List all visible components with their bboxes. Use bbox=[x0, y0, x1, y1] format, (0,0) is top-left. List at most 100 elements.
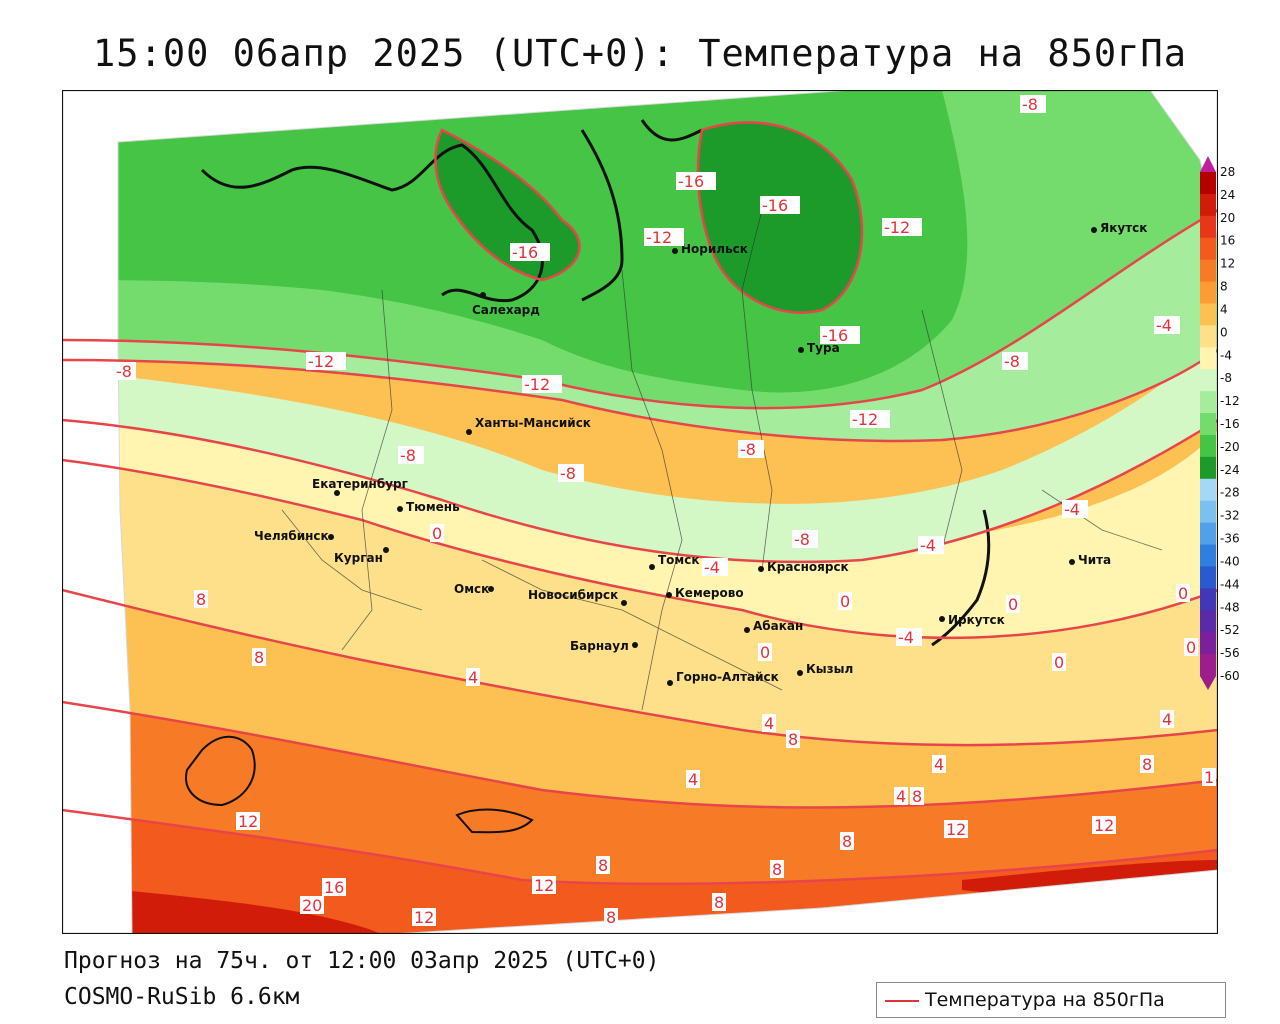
city-yekaterinburg: Екатеринбург bbox=[312, 477, 408, 496]
colorbar-tick-label: -8 bbox=[1220, 371, 1232, 385]
colorbar-tick-label: 20 bbox=[1220, 211, 1235, 225]
colorbar-tick-label: -60 bbox=[1220, 669, 1240, 683]
svg-text:0: 0 bbox=[760, 643, 770, 662]
colorbar-cell bbox=[1200, 172, 1216, 195]
colorbar-cell bbox=[1200, 259, 1216, 283]
svg-text:8: 8 bbox=[912, 787, 922, 806]
legend-label: Температура на 850гПа bbox=[925, 989, 1165, 1011]
colorbar-cell bbox=[1200, 193, 1216, 217]
colorbar-tick-label: -28 bbox=[1220, 486, 1240, 500]
colorbar-tick-label: -4 bbox=[1220, 348, 1232, 362]
svg-text:-8: -8 bbox=[794, 530, 810, 549]
svg-text:Тюмень: Тюмень bbox=[406, 500, 460, 514]
svg-text:-16: -16 bbox=[678, 172, 704, 191]
colorbar-cell bbox=[1200, 654, 1216, 677]
svg-text:-4: -4 bbox=[1064, 500, 1080, 519]
city-tomsk: Томск bbox=[649, 553, 700, 570]
city-salekhard: Салехард bbox=[472, 292, 540, 317]
lake-baikal bbox=[931, 509, 991, 647]
colorbar-tick-label: -52 bbox=[1220, 623, 1240, 637]
svg-text:-8: -8 bbox=[740, 440, 756, 459]
colorbar-top-arrow bbox=[1200, 156, 1216, 172]
colorbar-cell bbox=[1200, 369, 1216, 392]
svg-text:1: 1 bbox=[1204, 768, 1214, 787]
svg-text:0: 0 bbox=[1008, 595, 1018, 614]
colorbar-tick-label: -44 bbox=[1220, 577, 1240, 591]
city-omsk: Омск bbox=[454, 582, 494, 596]
city-chelyabinsk: Челябинск bbox=[254, 529, 334, 543]
svg-text:16: 16 bbox=[324, 878, 344, 897]
svg-text:0: 0 bbox=[1178, 584, 1188, 603]
model-name: COSMO-RuSib 6.6км bbox=[64, 984, 300, 1010]
svg-text:0: 0 bbox=[1054, 653, 1064, 672]
city-labels: Салехард Норильск Якутск Тура Ханты-Манс… bbox=[254, 221, 1147, 686]
colorbar-tick-label: 12 bbox=[1220, 257, 1235, 271]
temperature-bands bbox=[118, 90, 1218, 934]
svg-text:4: 4 bbox=[688, 770, 698, 789]
svg-text:Горно-Алтайск: Горно-Алтайск bbox=[676, 670, 779, 684]
city-tura: Тура bbox=[798, 341, 840, 355]
city-kyzyl: Кызыл bbox=[797, 662, 853, 676]
city-irkutsk: Иркутск bbox=[939, 613, 1005, 627]
svg-text:8: 8 bbox=[254, 648, 264, 667]
colorbar-tick-label: 24 bbox=[1220, 188, 1235, 202]
admin-borders bbox=[281, 209, 1163, 711]
svg-text:12: 12 bbox=[238, 812, 258, 831]
svg-text:Омск: Омск bbox=[454, 582, 489, 596]
svg-text:4: 4 bbox=[764, 714, 774, 733]
colorbar: 28 24 20 16 12 8 4 0 -4 -8 -12 -16 -20 -24 -28 -32 -36 -4… bbox=[1200, 156, 1240, 690]
svg-text:-8: -8 bbox=[116, 362, 132, 381]
aral-sea bbox=[455, 808, 534, 834]
colorbar-cell bbox=[1200, 544, 1216, 567]
colorbar-tick-label: -40 bbox=[1220, 554, 1240, 568]
colorbar-cell bbox=[1200, 456, 1216, 480]
colorbar-cell bbox=[1200, 391, 1216, 414]
city-krasnoyarsk: Красноярск bbox=[758, 560, 849, 574]
svg-text:8: 8 bbox=[714, 893, 724, 912]
svg-text:Челябинск: Челябинск bbox=[254, 529, 329, 543]
colorbar-cell bbox=[1200, 434, 1216, 458]
colorbar-tick-label: 16 bbox=[1220, 234, 1235, 248]
colorbar-tick-label: -16 bbox=[1220, 417, 1240, 431]
svg-text:Новосибирск: Новосибирск bbox=[528, 588, 618, 602]
svg-text:0: 0 bbox=[1186, 638, 1196, 657]
colorbar-cell bbox=[1200, 215, 1216, 239]
svg-text:8: 8 bbox=[606, 908, 616, 927]
colorbar-cells bbox=[1200, 172, 1216, 677]
svg-text:-4: -4 bbox=[704, 558, 720, 577]
forecast-info: Прогноз на 75ч. от 12:00 03апр 2025 (UTC… bbox=[64, 948, 660, 974]
svg-text:4: 4 bbox=[1162, 710, 1172, 729]
colorbar-cell bbox=[1200, 281, 1216, 304]
svg-text:-12: -12 bbox=[884, 218, 910, 237]
svg-text:8: 8 bbox=[842, 832, 852, 851]
city-barnaul: Барнаул bbox=[570, 639, 638, 653]
svg-text:Ханты-Мансийск: Ханты-Мансийск bbox=[475, 416, 591, 430]
svg-text:8: 8 bbox=[196, 590, 206, 609]
colorbar-tick-label: -36 bbox=[1220, 532, 1240, 546]
svg-text:12: 12 bbox=[414, 908, 434, 927]
colorbar-cell bbox=[1200, 566, 1216, 589]
legend-box: Температура на 850гПа bbox=[876, 982, 1226, 1018]
svg-text:Чита: Чита bbox=[1078, 553, 1111, 567]
svg-text:-16: -16 bbox=[762, 196, 788, 215]
city-kemerovo: Кемерово bbox=[666, 586, 744, 600]
svg-text:Екатеринбург: Екатеринбург bbox=[312, 477, 408, 491]
caspian-sea bbox=[185, 735, 256, 807]
svg-text:-4: -4 bbox=[920, 536, 936, 555]
colorbar-tick-label: 4 bbox=[1220, 302, 1228, 316]
city-novosibirsk: Новосибирск bbox=[528, 588, 627, 606]
colorbar-tick-label: -20 bbox=[1220, 440, 1240, 454]
svg-text:Томск: Томск bbox=[658, 553, 700, 567]
city-chita: Чита bbox=[1069, 553, 1111, 567]
svg-text:Тура: Тура bbox=[807, 341, 840, 355]
svg-text:4: 4 bbox=[468, 668, 478, 687]
svg-text:Норильск: Норильск bbox=[681, 242, 748, 256]
colorbar-cell bbox=[1200, 413, 1216, 436]
map-frame bbox=[62, 90, 1218, 934]
svg-text:-4: -4 bbox=[898, 628, 914, 647]
temperature-map: Салехард Норильск Якутск Тура Ханты-Манс… bbox=[62, 90, 1218, 934]
svg-text:Кызыл: Кызыл bbox=[806, 662, 853, 676]
colorbar-cell bbox=[1200, 632, 1216, 655]
colorbar-cell bbox=[1200, 522, 1216, 546]
svg-text:0: 0 bbox=[840, 592, 850, 611]
